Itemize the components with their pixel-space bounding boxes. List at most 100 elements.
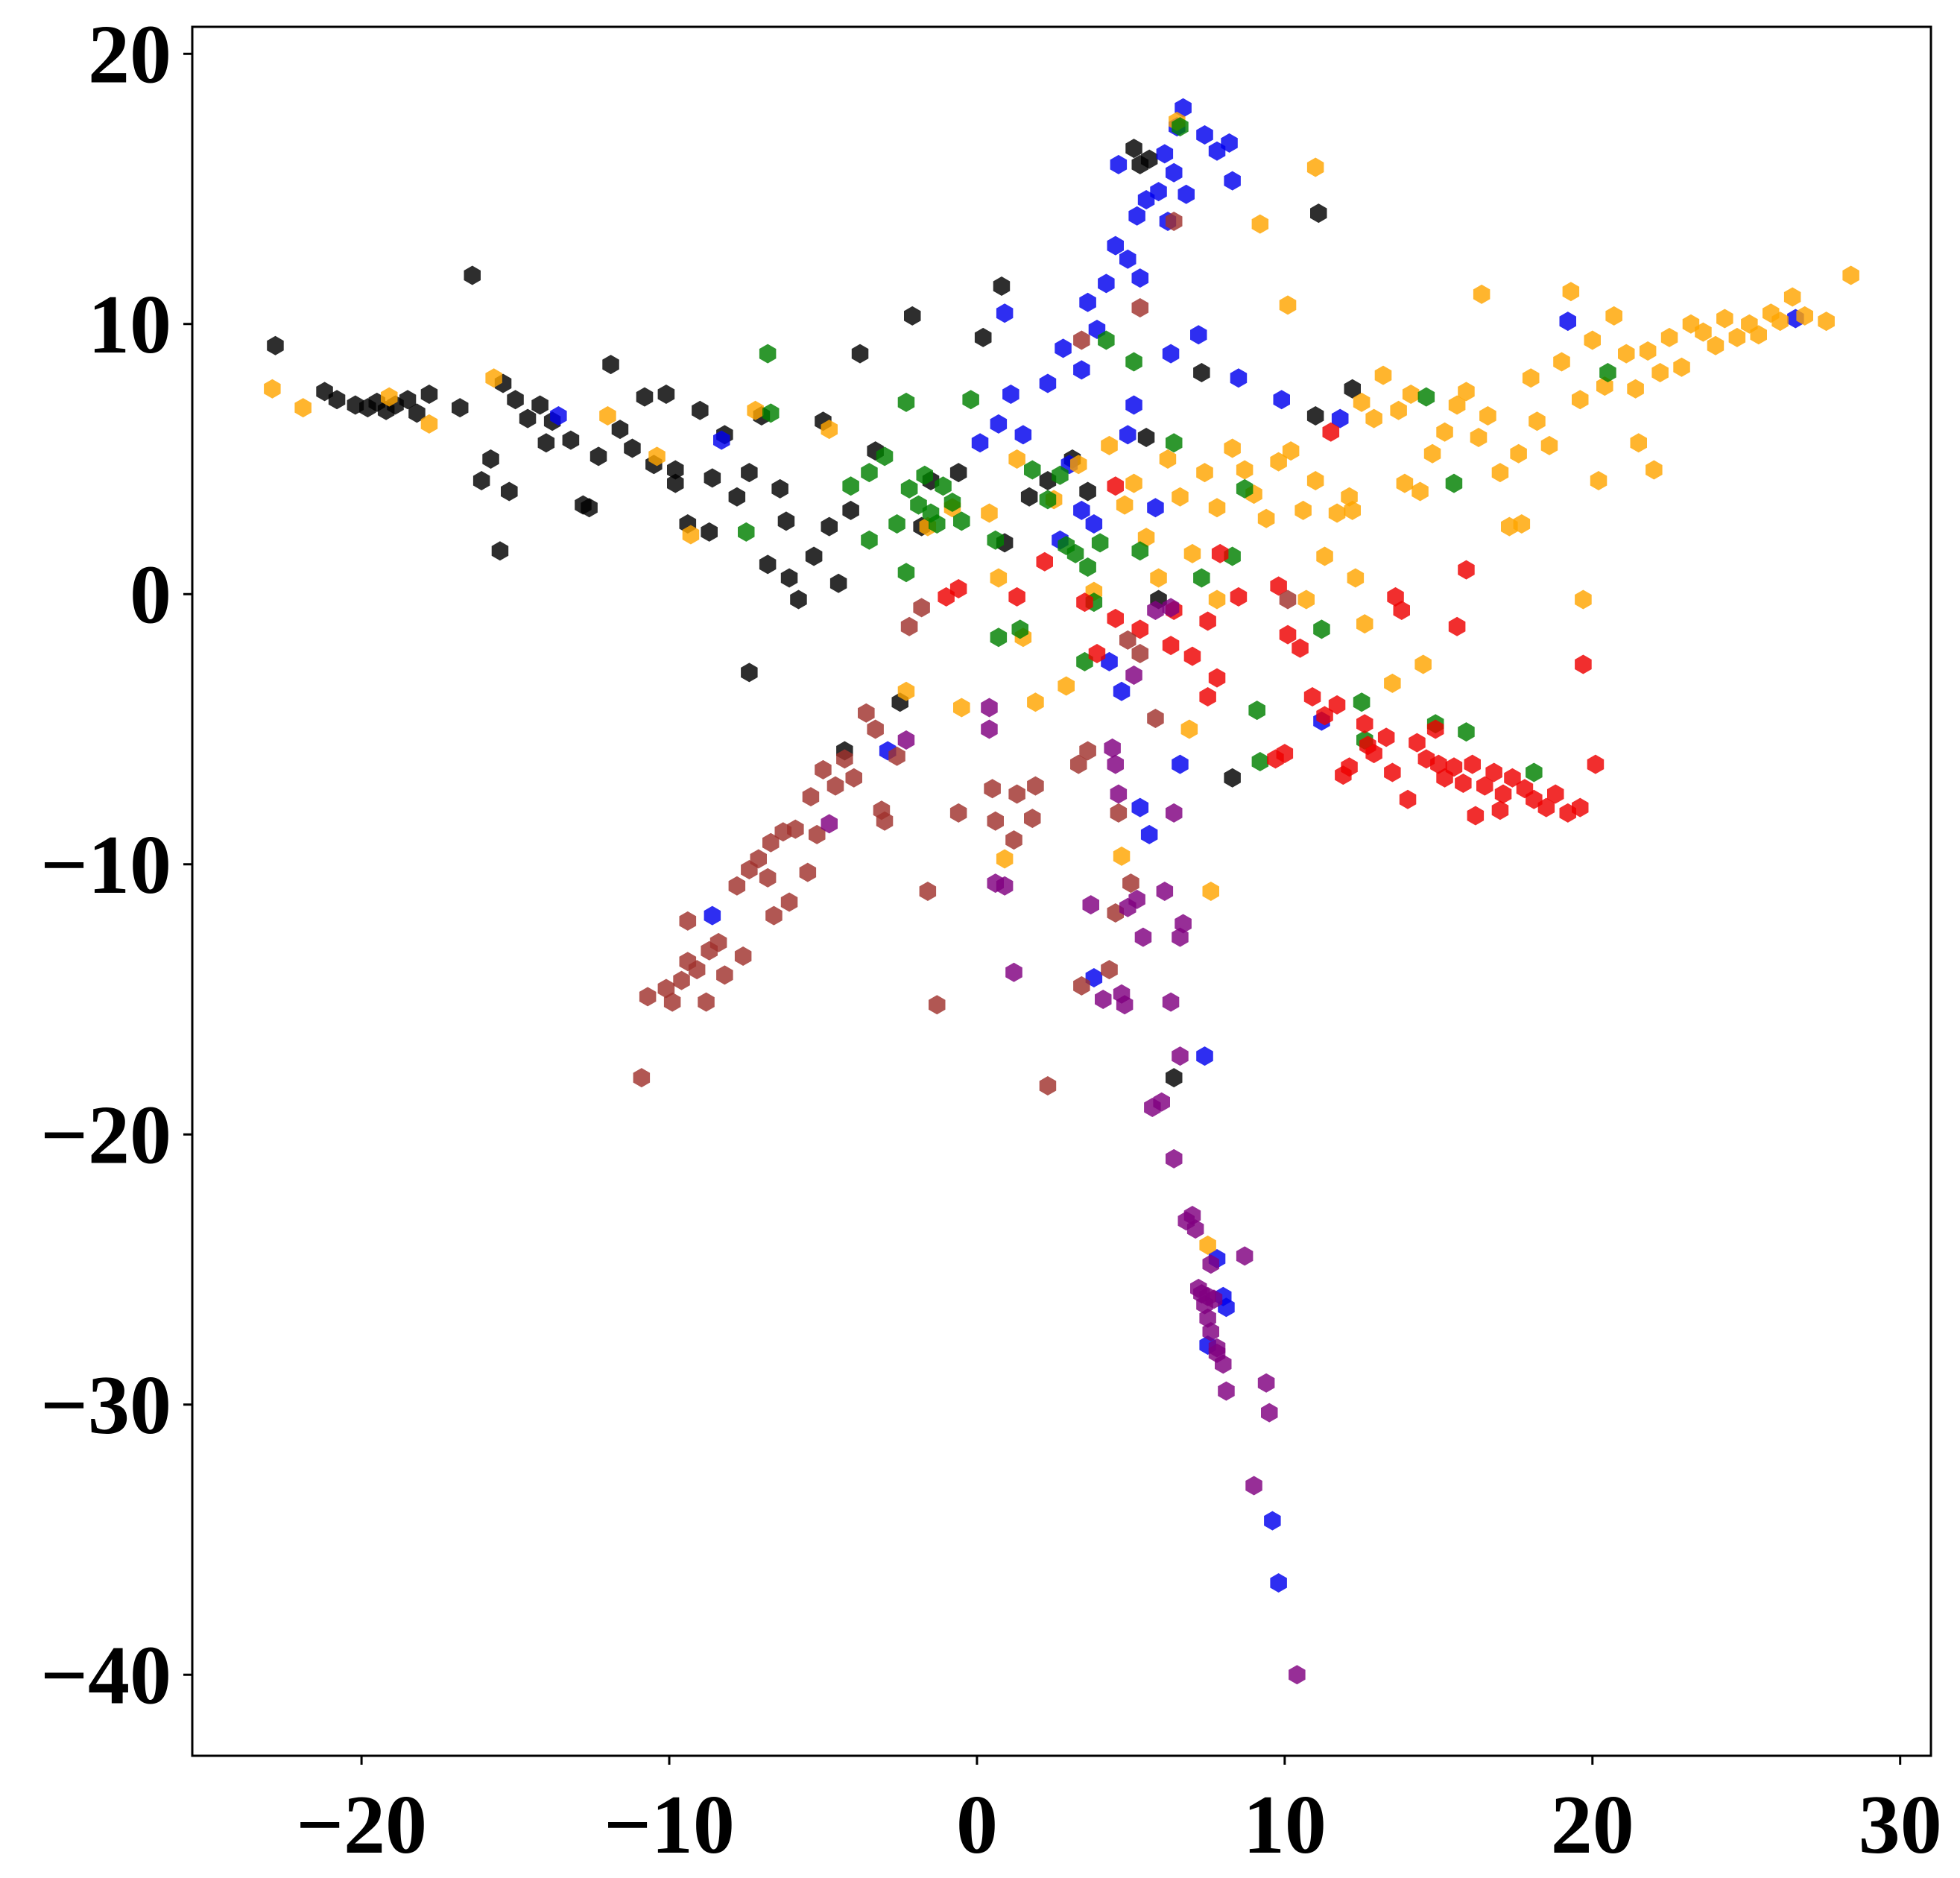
data-point [987, 530, 1004, 550]
data-point [1230, 368, 1248, 388]
data-point [381, 387, 398, 407]
data-point [1107, 754, 1124, 774]
data-point [1537, 797, 1555, 818]
data-point [531, 395, 549, 415]
data-point [1131, 268, 1149, 288]
data-point [537, 433, 555, 453]
data-point [1079, 481, 1096, 502]
data-point [949, 463, 967, 483]
data-point [1180, 719, 1198, 739]
data-point [1125, 665, 1142, 685]
data-point [1414, 654, 1432, 674]
data-point [624, 438, 641, 458]
data-point [1306, 157, 1324, 177]
data-point [984, 779, 1001, 799]
data-point [1313, 619, 1330, 639]
data-point [1402, 385, 1420, 404]
data-point [1297, 589, 1315, 610]
data-point [802, 787, 820, 807]
data-point [1513, 514, 1531, 534]
data-point [861, 463, 878, 483]
data-point [1131, 644, 1149, 663]
data-point [1076, 592, 1093, 613]
data-point [1292, 638, 1309, 658]
data-point [1208, 668, 1226, 688]
data-point [1125, 352, 1142, 372]
data-point [1172, 1046, 1189, 1066]
data-point [1088, 644, 1106, 663]
data-point [704, 905, 721, 926]
data-point [1445, 473, 1463, 493]
data-point [1098, 330, 1115, 350]
data-point [829, 573, 847, 593]
data-point [1196, 463, 1213, 483]
data-point [1529, 411, 1546, 431]
data-point [1384, 762, 1401, 782]
data-point [1750, 325, 1767, 345]
data-point [1166, 433, 1183, 453]
data-point [667, 460, 684, 480]
data-point [873, 800, 891, 821]
data-point [1039, 373, 1057, 393]
data-point [897, 563, 915, 583]
data-point [1156, 144, 1174, 164]
data-point [294, 398, 312, 418]
data-point [1310, 203, 1327, 224]
data-point [472, 471, 490, 490]
data-point [1491, 463, 1509, 483]
data-point [1202, 1254, 1219, 1274]
data-point [1289, 1665, 1306, 1685]
data-point [929, 514, 946, 534]
data-point [1131, 619, 1149, 639]
data-point [826, 776, 844, 796]
data-point [1005, 830, 1022, 850]
data-point [1183, 543, 1201, 563]
data-point [1119, 249, 1137, 269]
data-point [1377, 727, 1395, 747]
data-point [1279, 589, 1297, 610]
data-point [1842, 265, 1859, 285]
data-point [888, 514, 905, 534]
data-point [1584, 330, 1601, 350]
data-point [974, 327, 992, 347]
series-0 [267, 139, 1361, 1088]
data-point [1328, 503, 1346, 523]
data-point [1134, 927, 1152, 947]
x-tick-label: 30 [1859, 1779, 1942, 1871]
data-point [1073, 500, 1090, 520]
x-tick-label: 10 [1243, 1779, 1327, 1871]
data-point [1464, 754, 1481, 774]
data-point [1716, 309, 1733, 329]
data-point [1387, 587, 1404, 607]
data-point [1027, 776, 1044, 796]
data-point [491, 541, 509, 561]
data-point [599, 406, 616, 426]
data-point [1058, 676, 1075, 696]
data-point [1091, 533, 1109, 553]
data-point [464, 265, 481, 285]
data-point [1409, 733, 1426, 753]
data-point [1199, 611, 1216, 631]
data-point [485, 368, 502, 388]
data-point [1796, 306, 1813, 326]
data-point [1248, 701, 1265, 721]
data-point [1052, 465, 1069, 485]
data-point [821, 516, 838, 537]
y-axis: 20 10 0 −10 −20 −30 −40 [40, 8, 192, 1722]
data-point [790, 589, 807, 610]
data-point [1251, 214, 1269, 234]
data-point [1113, 846, 1131, 866]
data-point [692, 400, 709, 420]
data-point [1347, 568, 1365, 588]
data-point [1572, 797, 1589, 818]
data-point [1445, 757, 1463, 777]
data-point [1101, 435, 1118, 455]
data-point [1125, 473, 1142, 493]
data-point [663, 992, 681, 1012]
data-point [1328, 695, 1346, 715]
data-point [1257, 1373, 1275, 1393]
data-point [1128, 889, 1145, 909]
data-point [1356, 614, 1373, 634]
